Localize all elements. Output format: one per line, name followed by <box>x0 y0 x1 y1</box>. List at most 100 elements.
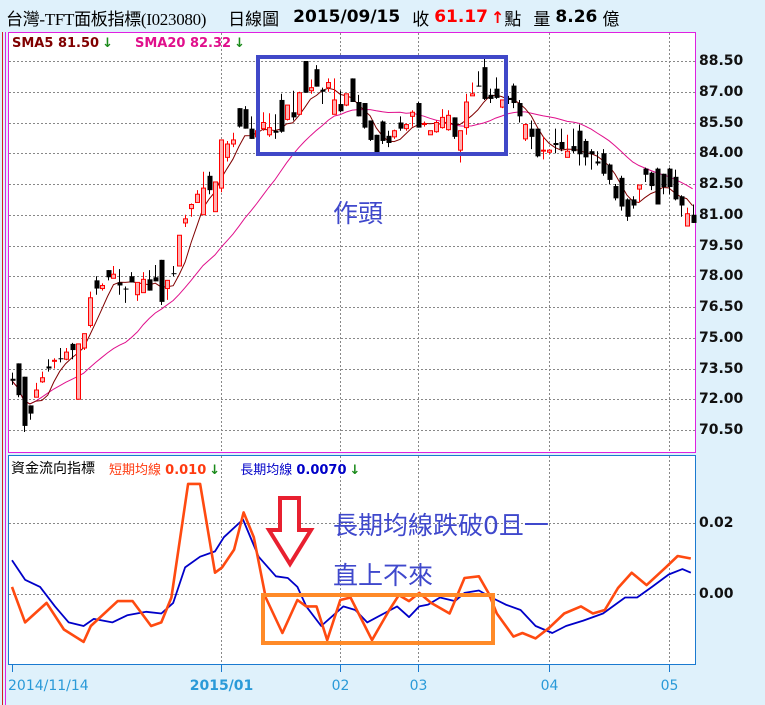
price-tick-label: 72.00 <box>699 391 744 408</box>
candle <box>673 169 679 201</box>
candle <box>595 151 601 166</box>
price-tick-label: 82.50 <box>699 176 744 192</box>
candle <box>517 99 523 123</box>
candle <box>488 88 494 104</box>
candle-body <box>446 114 451 131</box>
close-unit: 點 <box>504 9 522 29</box>
long-ma-value: 0.0070 <box>296 462 347 478</box>
candle <box>201 171 206 216</box>
candle <box>547 149 552 155</box>
candle-body <box>231 139 236 145</box>
candle <box>303 61 309 93</box>
candle-body <box>464 101 469 129</box>
candle <box>123 286 129 303</box>
candle-body <box>565 150 570 158</box>
candle <box>344 93 349 107</box>
candle-body <box>410 111 415 117</box>
candle-body <box>494 88 500 98</box>
candle-body <box>577 130 583 155</box>
sma20-value: 82.32 <box>189 36 232 51</box>
candle <box>285 104 290 121</box>
price-legend: SMA5 81.50 ↓ SMA20 82.32 ↓ <box>12 36 267 51</box>
candle <box>571 128 577 154</box>
candle <box>111 266 116 279</box>
range-box <box>261 593 495 645</box>
candle-body <box>189 204 194 210</box>
candle <box>374 134 380 154</box>
volume-label: 量 <box>533 9 551 29</box>
candle-body <box>517 103 523 117</box>
candle <box>565 134 570 158</box>
candle-body <box>655 168 661 205</box>
price-tick-label: 79.50 <box>699 237 744 254</box>
candle <box>135 281 140 301</box>
candle <box>326 78 331 92</box>
candle-body <box>94 280 100 289</box>
candle-body <box>117 282 123 286</box>
candle-body <box>213 181 218 213</box>
candle <box>314 65 320 87</box>
candle <box>685 207 690 227</box>
candle <box>213 181 218 213</box>
candle-body <box>195 193 200 203</box>
candle <box>607 163 613 184</box>
candle-body <box>350 78 356 102</box>
candle <box>273 114 279 139</box>
candle <box>70 342 76 360</box>
short-ma-label: 短期均線 <box>109 462 162 478</box>
price-tick-label: 70.50 <box>699 422 744 438</box>
candle-body <box>506 97 512 100</box>
candle-body <box>458 130 463 151</box>
candle <box>165 279 170 300</box>
candle <box>10 372 16 385</box>
candle <box>100 283 105 291</box>
candle <box>28 405 34 420</box>
candle <box>416 102 422 128</box>
candle-body <box>28 405 34 414</box>
candle <box>338 90 344 113</box>
candle <box>106 270 112 281</box>
candle <box>500 99 505 109</box>
candle-body <box>374 134 380 154</box>
arrow-down-icon: ↓ <box>102 36 113 51</box>
candle-body <box>40 377 45 383</box>
price-tick-label: 81.00 <box>699 206 744 223</box>
candle-body <box>88 297 93 326</box>
candle <box>64 348 69 361</box>
candle-body <box>404 124 409 130</box>
candle-body <box>422 123 427 126</box>
candle <box>309 79 314 94</box>
candle-body <box>619 177 625 207</box>
price-tick-label: 73.50 <box>699 360 744 377</box>
candle-body <box>165 279 170 290</box>
candle <box>464 93 469 135</box>
candle <box>386 130 392 148</box>
candle-body <box>303 61 309 93</box>
long-ma-line <box>11 518 692 634</box>
period-label: 日線圖 <box>228 9 280 29</box>
candle-body <box>46 366 52 369</box>
candle <box>52 358 57 369</box>
candle <box>440 109 445 129</box>
candle-body <box>314 69 320 87</box>
candle-body <box>356 102 362 117</box>
long-ma-legend: 長期均線 0.0070 ↓ <box>240 459 360 478</box>
long-ma-label: 長期均線 <box>240 462 293 478</box>
candle <box>428 130 433 136</box>
candle <box>619 175 625 211</box>
candle <box>231 132 236 148</box>
candle <box>691 204 697 223</box>
candle-body <box>547 149 552 153</box>
candle-body <box>285 104 290 120</box>
candle-body <box>607 164 613 180</box>
candle-body <box>625 199 631 217</box>
candle <box>577 124 583 166</box>
candle-body <box>10 378 16 381</box>
candle <box>506 95 512 105</box>
price-tick-label: 76.50 <box>699 299 744 315</box>
price-tick-label: 88.50 <box>699 53 744 69</box>
candle-body <box>434 122 439 133</box>
candle <box>16 363 22 398</box>
candle-body <box>326 82 331 89</box>
